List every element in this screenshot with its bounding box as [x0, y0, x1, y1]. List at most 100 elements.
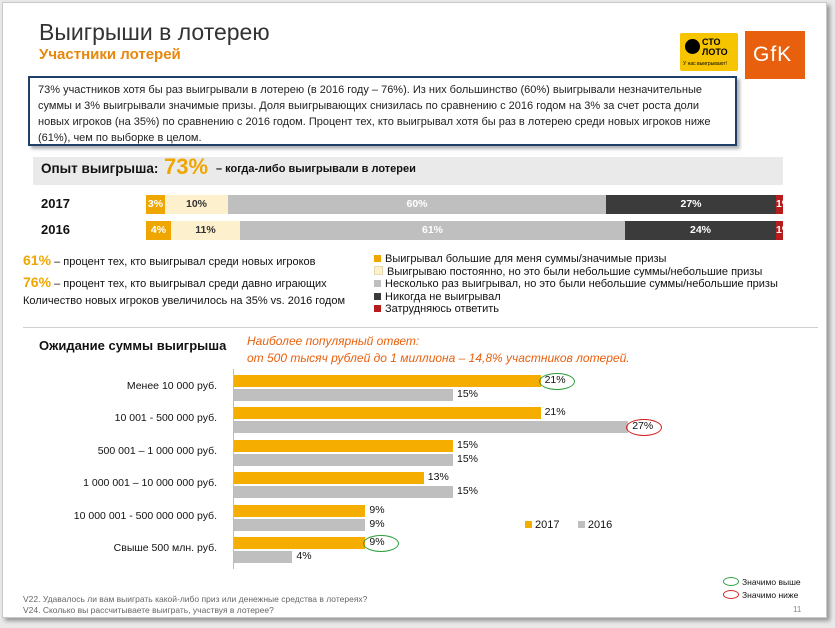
category-label-2: 500 001 – 1 000 000 руб. — [97, 444, 217, 457]
stack-segment-2017-0: 3% — [146, 195, 165, 214]
popular-answer-line2: от 500 тысяч рублей до 1 миллиона – 14,8… — [247, 351, 630, 365]
legend-swatch-2016 — [577, 521, 585, 528]
page-number: 11 — [793, 605, 802, 614]
section-divider — [23, 327, 818, 328]
legend-label-experience-1: Выигрываю постоянно, но это были небольш… — [387, 265, 763, 278]
stack-segment-2016-4: 1% — [776, 221, 783, 240]
experience-header-band — [33, 157, 783, 185]
legend-label-experience-3: Никогда не выигрывал — [385, 290, 501, 303]
experience-title: Опыт выигрыша: — [41, 161, 159, 176]
sig-legend-lower: Значимо ниже — [723, 590, 798, 600]
red-ellipse-icon — [723, 590, 739, 599]
experience-legend: Выигрывал большие для меня суммы/значимы… — [374, 253, 778, 316]
note-old-pct: 76% — [23, 274, 52, 290]
gfk-logo: GfK — [745, 31, 805, 79]
bar-2016-0 — [234, 389, 453, 401]
stack-segment-2016-1: 11% — [171, 221, 240, 240]
category-label-0: Менее 10 000 руб. — [126, 380, 217, 392]
bar-2017-5 — [234, 537, 366, 549]
expectation-title: Ожидание суммы выигрыша — [39, 338, 227, 353]
year-label-2017: 2017 — [41, 196, 70, 211]
summary-text: 73% участников хотя бы раз выигрывали в … — [38, 84, 711, 144]
category-label-1: 10 001 - 500 000 руб. — [114, 412, 217, 425]
year-label-2016: 2016 — [41, 222, 70, 237]
bar-2016-3 — [234, 486, 453, 499]
summary-box: 73% участников хотя бы раз выигрывали в … — [28, 76, 737, 146]
note-old-text: – процент тех, кто выигрывал среди давно… — [54, 278, 327, 290]
bar-label-2017-3: 13% — [427, 471, 449, 484]
legend-item-experience-4: Затрудняюсь ответить — [374, 303, 778, 316]
stack-segment-2016-0: 4% — [146, 221, 171, 240]
note-old-players: 76% – процент тех, кто выигрывал среди д… — [23, 274, 327, 290]
slide: Выигрыши в лотерею Участники лотерей СТО… — [2, 2, 827, 618]
note-new-players: 61% – процент тех, кто выигрывал среди н… — [23, 252, 316, 268]
stack-segment-2016-3: 24% — [625, 221, 776, 240]
stacked-bar-2016: 4%11%61%24%1% — [146, 221, 783, 240]
legend-swatch-experience-1 — [374, 265, 383, 275]
bar-2017-4 — [234, 504, 366, 517]
bar-2017-3 — [234, 472, 424, 485]
legend-item-2017: 2017 — [525, 519, 559, 531]
sig-legend-higher: Значимо выше — [723, 577, 801, 587]
category-label-3: 1 000 001 – 10 000 000 руб. — [83, 477, 217, 490]
legend-item-experience-0: Выигрывал большие для меня суммы/значимы… — [374, 253, 778, 266]
stacked-bar-2017: 3%10%60%27%1% — [146, 195, 783, 214]
page-subtitle: Участники лотерей — [39, 46, 181, 63]
stack-segment-2017-2: 60% — [228, 195, 606, 214]
legend-label-2016: 2016 — [587, 519, 613, 531]
popular-answer-line1: Наиболее популярный ответ: — [247, 334, 420, 348]
significance-marker-2017-5 — [363, 535, 400, 552]
bar-label-2016-5: 4% — [296, 550, 312, 562]
bar-label-2016-0: 15% — [457, 388, 479, 400]
legend-item-experience-1: Выигрываю постоянно, но это были небольш… — [374, 265, 778, 279]
note-new-text: – процент тех, кто выигрывал среди новых… — [54, 256, 316, 268]
legend-label-experience-2: Несколько раз выигрывал, но это были неб… — [385, 278, 778, 291]
category-label-5: Свыше 500 млн. руб. — [113, 542, 217, 554]
sig-lower-label: Значимо ниже — [742, 590, 799, 600]
legend-swatch-experience-4 — [374, 305, 381, 313]
legend-label-experience-4: Затрудняюсь ответить — [385, 303, 500, 316]
legend-swatch-experience-0 — [374, 255, 381, 262]
bar-2017-1 — [234, 407, 541, 420]
bar-label-2017-2: 15% — [457, 438, 479, 451]
chart-legend: 2017 2016 — [525, 519, 612, 531]
stack-segment-2017-4: 1% — [776, 195, 783, 214]
legend-swatch-experience-3 — [374, 292, 381, 300]
category-label-4: 10 000 001 - 500 000 000 руб. — [73, 509, 217, 522]
legend-swatch-2017 — [525, 521, 532, 528]
experience-desc: – когда-либо выигрывали в лотереи — [216, 163, 416, 175]
stoloto-logo: СТО ЛОТО У нас выигрывают! — [680, 33, 738, 71]
experience-pct: 73% — [164, 154, 209, 179]
bar-2016-5 — [234, 551, 293, 563]
stack-segment-2017-1: 10% — [165, 195, 228, 214]
bar-label-2017-4: 9% — [369, 503, 385, 516]
bar-label-2016-4: 9% — [369, 517, 385, 530]
legend-swatch-experience-2 — [374, 280, 381, 288]
stack-segment-2016-2: 61% — [240, 221, 625, 240]
chart-axis — [233, 369, 234, 569]
legend-item-experience-3: Никогда не выигрывал — [374, 291, 778, 304]
sig-higher-label: Значимо выше — [742, 577, 801, 587]
note-growth: Количество новых игроков увеличилось на … — [23, 295, 346, 307]
legend-item-2016: 2016 — [577, 519, 613, 531]
bar-2017-2 — [234, 439, 453, 452]
footnote-2: V24. Сколько вы рассчитываете выиграть, … — [23, 605, 274, 615]
stack-segment-2017-3: 27% — [606, 195, 776, 214]
bar-label-2016-2: 15% — [457, 452, 479, 465]
significance-marker-2016-1 — [626, 419, 663, 437]
legend-label-experience-0: Выигрывал большие для меня суммы/значимы… — [385, 253, 667, 265]
bar-label-2016-3: 15% — [457, 485, 479, 498]
bar-2016-2 — [234, 453, 453, 466]
green-ellipse-icon — [723, 577, 739, 586]
note-new-pct: 61% — [23, 252, 52, 268]
bar-2017-0 — [234, 375, 541, 387]
stoloto-line2: ЛОТО — [702, 47, 728, 57]
bar-label-2017-1: 21% — [544, 406, 566, 419]
bar-2016-1 — [234, 421, 629, 434]
lottery-ball-icon — [685, 39, 700, 54]
gfk-logo-text: GfK — [753, 43, 793, 66]
legend-item-experience-2: Несколько раз выигрывал, но это были неб… — [374, 278, 778, 291]
stoloto-tagline: У нас выигрывают! — [683, 61, 727, 67]
page-title: Выигрыши в лотерею — [39, 19, 270, 45]
bar-2016-4 — [234, 518, 366, 531]
